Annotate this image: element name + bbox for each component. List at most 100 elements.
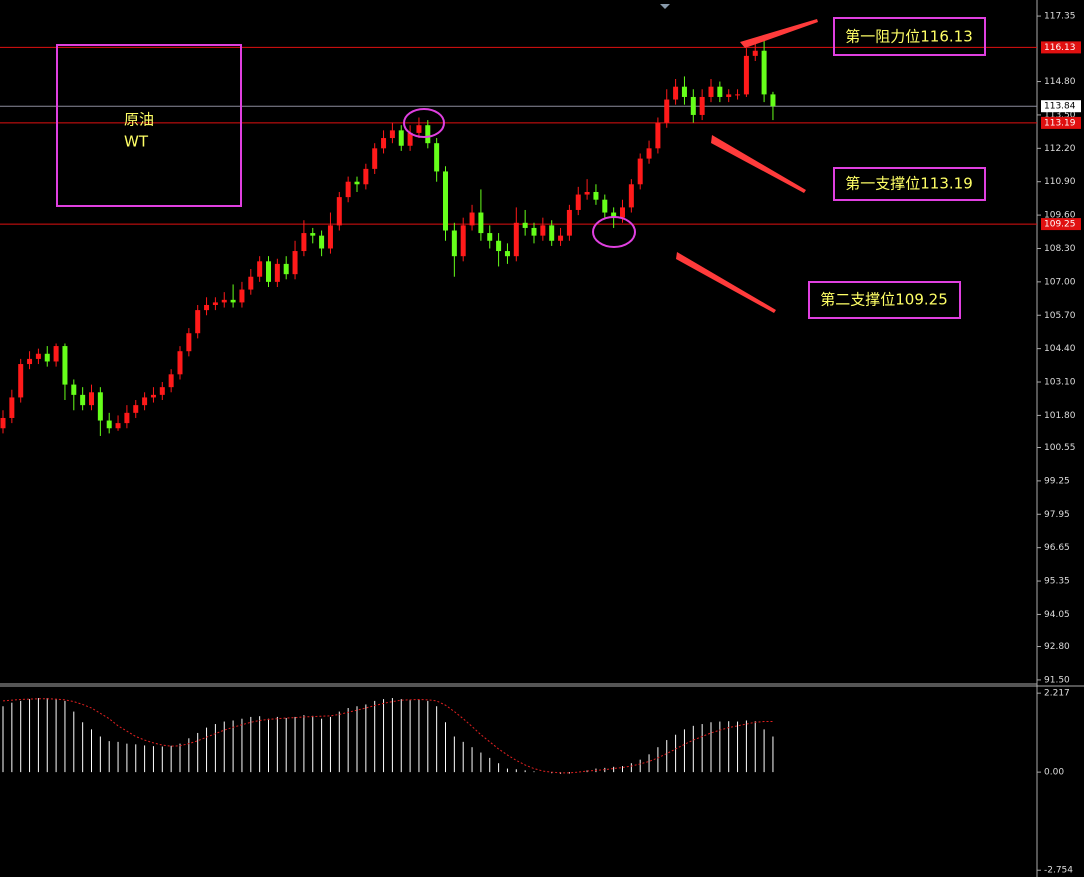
candle-body — [124, 412, 130, 424]
candle-body — [319, 235, 325, 249]
label-box — [808, 281, 961, 319]
candle-body — [496, 240, 502, 252]
candle-body — [637, 158, 643, 185]
candle-body — [35, 353, 41, 359]
candle-body — [620, 207, 625, 218]
price-label-box — [1041, 218, 1081, 231]
highlight-circle — [403, 108, 445, 138]
candle-body — [681, 86, 687, 97]
candle-body — [97, 392, 103, 421]
candle-body — [575, 194, 581, 210]
price-label: 109.25 — [1044, 220, 1076, 230]
y-tick-label: 110.90 — [1044, 177, 1076, 187]
price-label: 113.19 — [1044, 118, 1076, 128]
candle-body — [363, 168, 369, 185]
candle-body — [115, 423, 121, 429]
candle-body — [443, 171, 448, 231]
candle-body — [434, 143, 440, 172]
annotation: 第一阻力位116.13 — [845, 28, 973, 46]
candle-body — [513, 222, 519, 257]
candle-body — [389, 130, 395, 139]
y-tick-label: 113.50 — [1044, 110, 1076, 120]
candle-body — [522, 222, 528, 228]
candle-body — [53, 346, 59, 362]
candle-body — [310, 233, 316, 236]
candle-body — [195, 310, 201, 334]
candle-body — [212, 302, 218, 305]
candle-body — [469, 212, 475, 226]
candle-body — [186, 333, 192, 352]
candle-body — [673, 86, 679, 100]
shift-marker — [660, 4, 670, 9]
candle-body — [664, 99, 670, 123]
candle-body — [717, 86, 723, 97]
y-tick-label: 99.25 — [1044, 476, 1070, 486]
candle-body — [425, 125, 431, 144]
candle-body — [699, 96, 705, 115]
candle-body — [292, 251, 298, 275]
candle-body — [80, 394, 86, 406]
price-label-box — [1041, 116, 1081, 129]
y-tick-label: 92.80 — [1044, 642, 1070, 652]
candle-body — [381, 138, 387, 149]
y-tick-label: -2.754 — [1044, 866, 1073, 876]
candle-body — [478, 212, 484, 234]
y-tick-label: 0.00 — [1044, 768, 1064, 778]
candle-body — [398, 130, 404, 146]
candle-body — [531, 227, 537, 236]
candle-body — [168, 374, 174, 388]
candle-body — [336, 197, 342, 226]
candle-body — [301, 233, 307, 252]
y-tick-label: 96.65 — [1044, 543, 1070, 553]
candle-body — [584, 191, 590, 195]
candle-body — [62, 346, 68, 385]
candle-body — [735, 94, 741, 96]
candle-body — [133, 405, 139, 413]
candle-body — [204, 304, 210, 311]
candle-body — [274, 263, 280, 282]
y-tick-label: 103.10 — [1044, 378, 1076, 388]
candle-body — [248, 276, 254, 290]
candle-body — [150, 394, 156, 398]
candle-body — [628, 184, 634, 208]
candle-body — [743, 55, 749, 95]
candle-body — [71, 384, 77, 395]
candle-body — [770, 94, 776, 107]
y-tick-label: 91.50 — [1044, 675, 1070, 685]
candle-body — [593, 191, 599, 200]
candle-body — [89, 392, 94, 406]
candle-body — [106, 420, 112, 429]
candle-body — [611, 212, 617, 218]
candle-body — [646, 148, 652, 159]
y-tick-label: 107.00 — [1044, 277, 1076, 287]
candle-body — [726, 94, 732, 97]
y-tick-label: 97.95 — [1044, 510, 1070, 520]
label-box — [833, 167, 986, 201]
price-label-box — [1041, 41, 1081, 54]
candle-body — [177, 351, 183, 375]
candle-body — [708, 86, 714, 97]
main-panel: 117.35 114.80 113.50 112.20 110.90 109.60 108.… — [0, 12, 1081, 685]
candle-body — [159, 387, 165, 395]
arrow — [711, 135, 806, 193]
y-tick-label: 105.70 — [1044, 311, 1076, 321]
price-label: 113.84 — [1044, 102, 1076, 112]
highlight-circle — [592, 216, 636, 248]
candle-body — [407, 132, 413, 146]
y-tick-label: 114.80 — [1044, 77, 1076, 87]
candle-body — [451, 230, 457, 257]
price-label-box — [1041, 100, 1081, 113]
candle-body — [0, 417, 6, 429]
candle-body — [27, 358, 33, 365]
price-label: 116.13 — [1044, 43, 1076, 53]
candle-body — [18, 364, 24, 398]
label-box — [56, 44, 242, 207]
candle-body — [504, 251, 510, 257]
y-tick-label: 101.80 — [1044, 411, 1076, 421]
candle-body — [416, 125, 422, 133]
candle-body — [558, 235, 564, 241]
annotation: 第一支撑位113.19 — [845, 175, 973, 193]
candle-body — [549, 225, 555, 241]
